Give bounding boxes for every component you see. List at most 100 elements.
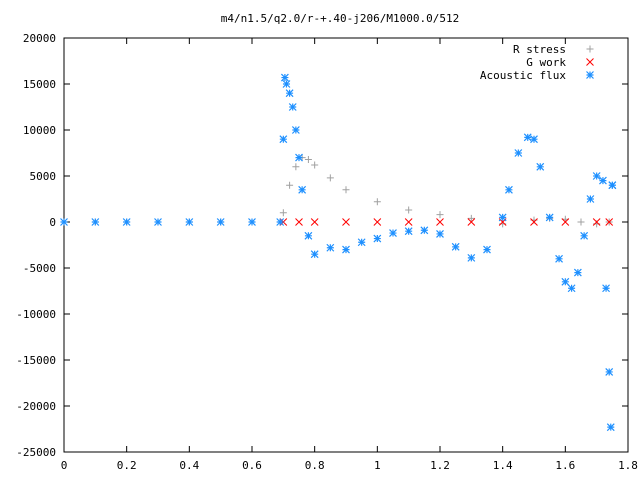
data-point xyxy=(606,423,615,432)
data-point xyxy=(342,245,350,254)
data-point xyxy=(298,185,307,194)
y-tick-label: -5000 xyxy=(23,262,56,275)
data-point xyxy=(561,277,570,286)
data-point xyxy=(280,73,289,82)
data-point xyxy=(310,218,319,226)
data-point xyxy=(602,284,610,293)
data-point xyxy=(436,218,444,226)
y-tick-label: 0 xyxy=(49,216,56,229)
chart-title: m4/n1.5/q2.0/r-+.40-j206/M1000.0/512 xyxy=(221,12,459,25)
data-point xyxy=(248,218,256,226)
data-point xyxy=(60,218,68,226)
data-point xyxy=(279,209,287,217)
data-point xyxy=(357,238,366,247)
data-point xyxy=(216,218,225,226)
data-point xyxy=(586,195,595,203)
data-point xyxy=(311,161,319,169)
data-point xyxy=(285,89,294,98)
data-point xyxy=(580,231,589,240)
data-point xyxy=(292,163,300,171)
data-point xyxy=(342,186,350,194)
data-point xyxy=(467,253,476,262)
data-point xyxy=(295,153,303,162)
x-tick-label: 1.2 xyxy=(430,459,450,472)
data-point xyxy=(286,181,294,189)
data-point xyxy=(436,211,444,219)
data-point xyxy=(567,284,576,293)
data-point xyxy=(373,234,382,243)
data-point xyxy=(436,230,444,238)
data-point xyxy=(91,218,100,226)
plot-frame xyxy=(63,37,629,453)
x-tick-label: 0.2 xyxy=(117,459,137,472)
axes xyxy=(63,37,629,453)
data-point xyxy=(291,126,300,134)
legend-marker xyxy=(586,58,594,66)
data-point xyxy=(405,206,413,214)
y-tick-label: 5000 xyxy=(30,170,57,183)
data-point xyxy=(304,231,313,240)
data-point xyxy=(505,185,513,194)
data-point xyxy=(498,213,507,222)
data-point xyxy=(523,133,532,142)
data-point xyxy=(536,162,545,171)
data-points xyxy=(60,73,617,432)
x-tick-label: 1 xyxy=(374,459,381,472)
legend-marker xyxy=(586,45,594,53)
data-point xyxy=(326,243,335,252)
data-point xyxy=(530,218,538,226)
y-tick-label: -10000 xyxy=(16,308,56,321)
data-point xyxy=(295,218,303,226)
data-point xyxy=(545,213,554,222)
series-acoustic-flux xyxy=(60,73,617,432)
data-point xyxy=(404,218,413,226)
y-tick-label: 20000 xyxy=(23,32,56,45)
legend-label: R stress xyxy=(513,43,566,56)
data-point xyxy=(276,218,285,226)
data-point xyxy=(467,214,475,222)
data-point xyxy=(342,218,350,226)
data-point xyxy=(373,218,382,226)
data-point xyxy=(154,218,162,226)
data-point xyxy=(420,226,429,235)
series-g-work xyxy=(279,218,614,226)
data-point xyxy=(389,229,397,237)
data-point xyxy=(561,218,570,226)
data-point xyxy=(592,218,601,226)
data-point xyxy=(514,149,523,157)
data-point xyxy=(185,218,194,226)
y-tick-label: 10000 xyxy=(23,124,56,137)
y-tick-label: -15000 xyxy=(16,354,56,367)
data-point xyxy=(605,368,614,376)
data-point xyxy=(404,227,413,236)
data-point xyxy=(592,172,601,180)
legend-label: Acoustic flux xyxy=(480,69,566,82)
x-tick-label: 0.4 xyxy=(179,459,199,472)
x-tick-label: 1.4 xyxy=(493,459,513,472)
data-point xyxy=(326,174,334,182)
data-point xyxy=(288,103,297,111)
ticks: 0 0.2 0.4 0.6 0.8 1 1.2 1.4 1.6 1.8 20000 15000 1000… xyxy=(16,32,638,472)
y-tick-label: 15000 xyxy=(23,78,56,91)
y-tick-label: -25000 xyxy=(16,446,56,459)
data-point xyxy=(483,245,491,254)
data-point xyxy=(282,80,291,88)
data-point xyxy=(304,155,312,163)
x-tick-label: 0.8 xyxy=(305,459,325,472)
x-tick-label: 1.8 xyxy=(618,459,638,472)
data-point xyxy=(577,218,585,226)
data-point xyxy=(530,135,538,144)
data-point xyxy=(599,176,607,185)
x-tick-label: 0 xyxy=(61,459,68,472)
x-tick-label: 0.6 xyxy=(242,459,262,472)
data-point xyxy=(608,181,617,190)
data-point xyxy=(605,218,614,226)
data-point xyxy=(555,254,563,263)
series-r-stress xyxy=(60,154,613,228)
legend-marker xyxy=(586,71,594,79)
data-point xyxy=(573,268,582,277)
data-point xyxy=(467,218,476,226)
legend-label: G work xyxy=(526,56,566,69)
